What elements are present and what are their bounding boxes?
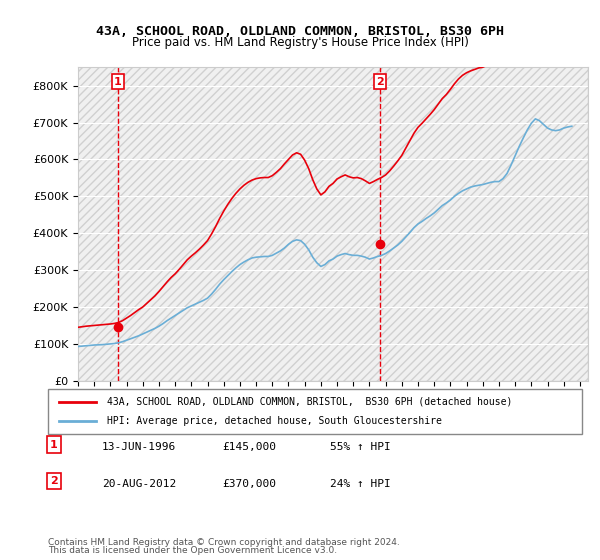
- Text: 1: 1: [50, 440, 58, 450]
- Text: This data is licensed under the Open Government Licence v3.0.: This data is licensed under the Open Gov…: [48, 546, 337, 555]
- Text: 13-JUN-1996: 13-JUN-1996: [102, 442, 176, 452]
- Text: 43A, SCHOOL ROAD, OLDLAND COMMON, BRISTOL, BS30 6PH: 43A, SCHOOL ROAD, OLDLAND COMMON, BRISTO…: [96, 25, 504, 38]
- Text: 55% ↑ HPI: 55% ↑ HPI: [330, 442, 391, 452]
- Text: £370,000: £370,000: [222, 479, 276, 489]
- Text: 20-AUG-2012: 20-AUG-2012: [102, 479, 176, 489]
- Text: Contains HM Land Registry data © Crown copyright and database right 2024.: Contains HM Land Registry data © Crown c…: [48, 538, 400, 547]
- Text: £145,000: £145,000: [222, 442, 276, 452]
- FancyBboxPatch shape: [48, 389, 582, 434]
- Text: HPI: Average price, detached house, South Gloucestershire: HPI: Average price, detached house, Sout…: [107, 417, 442, 427]
- Text: Price paid vs. HM Land Registry's House Price Index (HPI): Price paid vs. HM Land Registry's House …: [131, 36, 469, 49]
- Text: 2: 2: [50, 476, 58, 486]
- Text: 43A, SCHOOL ROAD, OLDLAND COMMON, BRISTOL,  BS30 6PH (detached house): 43A, SCHOOL ROAD, OLDLAND COMMON, BRISTO…: [107, 396, 512, 407]
- Text: 24% ↑ HPI: 24% ↑ HPI: [330, 479, 391, 489]
- Text: 1: 1: [114, 77, 122, 87]
- Text: 2: 2: [376, 77, 383, 87]
